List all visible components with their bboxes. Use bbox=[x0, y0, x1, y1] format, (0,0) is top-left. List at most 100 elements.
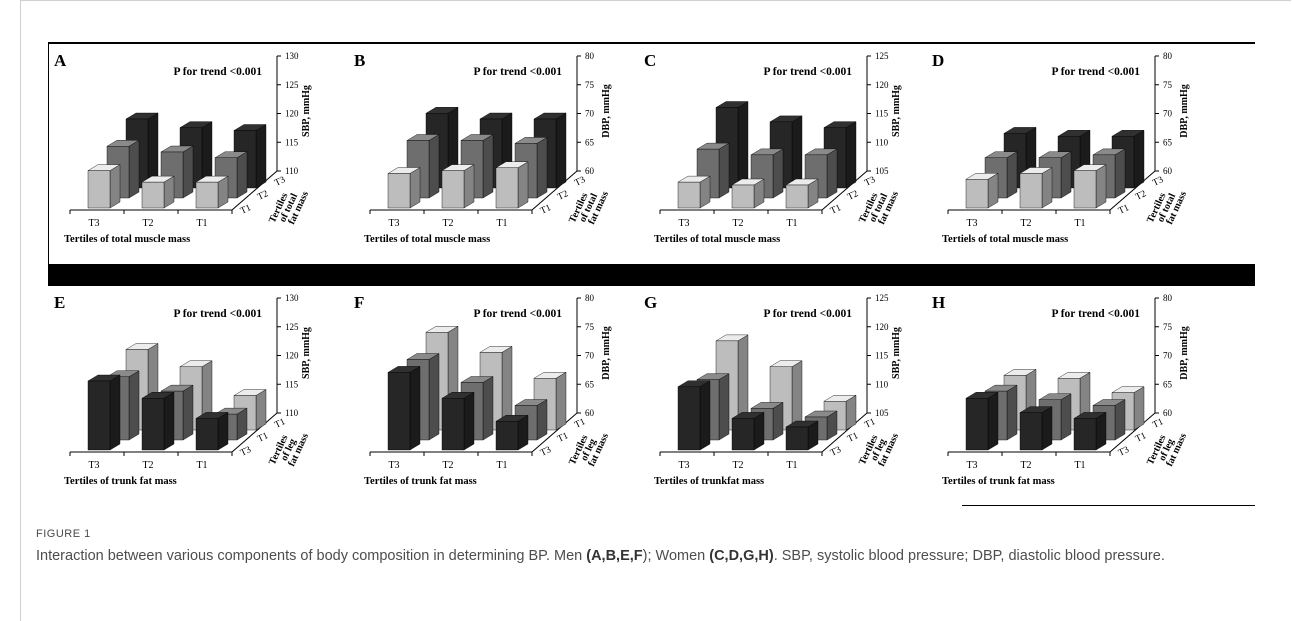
value-tick-label: 105 bbox=[875, 408, 889, 418]
x-tick-label: T1 bbox=[786, 460, 797, 471]
bar-side bbox=[826, 148, 838, 199]
bar-side bbox=[791, 115, 803, 189]
value-axis-label: DBP, mmHg bbox=[1179, 326, 1190, 380]
figure-caption-text: Interaction between various components o… bbox=[36, 546, 1276, 567]
bar-side bbox=[753, 412, 765, 451]
value-tick-label: 70 bbox=[1163, 351, 1173, 361]
bar-side bbox=[428, 134, 440, 199]
x-tick-label: T1 bbox=[196, 460, 207, 471]
x-tick-label: T2 bbox=[142, 218, 153, 229]
bar-side bbox=[737, 101, 749, 189]
value-axis-label: DBP, mmHg bbox=[1179, 84, 1190, 138]
bar-side bbox=[1006, 151, 1018, 199]
figure-label: FIGURE 1 bbox=[36, 528, 91, 540]
bar-front bbox=[731, 184, 755, 209]
value-tick-label: 80 bbox=[1163, 293, 1173, 303]
p-trend-annotation: P for trend <0.001 bbox=[763, 66, 852, 78]
value-tick-label: 60 bbox=[1163, 166, 1173, 176]
value-tick-label: 65 bbox=[585, 137, 595, 147]
depth-tick-label: T3 bbox=[829, 445, 843, 459]
bottom-rule bbox=[962, 505, 1255, 506]
bar-side bbox=[109, 374, 121, 451]
panel-letter: H bbox=[932, 293, 945, 312]
x-tick-label: T3 bbox=[966, 218, 977, 229]
bar-front bbox=[441, 170, 465, 209]
bar-front bbox=[677, 386, 701, 451]
value-tick-label: 105 bbox=[875, 166, 889, 176]
bar-side bbox=[428, 353, 440, 441]
bar-side bbox=[1041, 167, 1053, 209]
bar-front bbox=[1019, 173, 1043, 209]
x-tick-label: T2 bbox=[442, 218, 453, 229]
bar-front bbox=[87, 380, 111, 451]
caption-part: (C,D,G,H) bbox=[709, 548, 774, 564]
bar-front bbox=[1073, 418, 1097, 451]
depth-axis-line bbox=[531, 170, 578, 211]
bar-front bbox=[495, 421, 519, 451]
bar-side bbox=[128, 139, 140, 199]
bar-side bbox=[1095, 412, 1107, 451]
depth-tick-label: T2 bbox=[1134, 189, 1148, 203]
x-tick-label: T2 bbox=[1020, 460, 1031, 471]
bar-side bbox=[987, 391, 999, 451]
x-tick-label: T3 bbox=[388, 218, 399, 229]
bar-side bbox=[1060, 393, 1072, 441]
bar-side bbox=[791, 360, 803, 431]
x-tick-label: T1 bbox=[1074, 460, 1085, 471]
bar-front bbox=[677, 181, 701, 209]
x-tick-label: T1 bbox=[496, 460, 507, 471]
bar-side bbox=[463, 391, 475, 451]
bar-side bbox=[718, 373, 730, 441]
value-tick-label: 65 bbox=[1163, 379, 1173, 389]
caption-part: ); Women bbox=[642, 548, 710, 564]
depth-tick-label: T2 bbox=[556, 189, 570, 203]
bar-side bbox=[409, 167, 421, 209]
value-tick-label: 120 bbox=[285, 351, 299, 361]
chart-panel-H: H P for trend <0.001 60 65 70 75 80 DBP, mmHg T3… bbox=[932, 293, 1190, 487]
value-tick-label: 115 bbox=[875, 109, 889, 119]
depth-tick-label: T1 bbox=[273, 417, 287, 431]
x-tick-label: T3 bbox=[388, 460, 399, 471]
p-trend-annotation: P for trend <0.001 bbox=[763, 308, 852, 320]
value-tick-label: 75 bbox=[1163, 322, 1173, 332]
depth-tick-label: T3 bbox=[573, 175, 587, 189]
bar-side bbox=[1114, 148, 1126, 199]
left-rule bbox=[48, 44, 49, 264]
panel-letter: C bbox=[644, 51, 656, 70]
x-axis-label: Tertiles of total muscle mass bbox=[654, 234, 780, 245]
depth-tick-label: T3 bbox=[239, 445, 253, 459]
panel-letter: F bbox=[354, 293, 364, 312]
value-tick-label: 115 bbox=[875, 351, 889, 361]
panel-separator-band bbox=[48, 264, 1255, 286]
value-tick-label: 120 bbox=[285, 109, 299, 119]
value-tick-label: 60 bbox=[585, 408, 595, 418]
bar-side bbox=[482, 134, 494, 199]
depth-tick-label: T3 bbox=[1151, 175, 1165, 189]
bar-side bbox=[699, 380, 711, 451]
p-trend-annotation: P for trend <0.001 bbox=[473, 66, 562, 78]
bar-front bbox=[1073, 170, 1097, 209]
bar-side bbox=[536, 399, 548, 441]
bar-front bbox=[965, 398, 989, 451]
bar-front bbox=[1019, 412, 1043, 451]
x-tick-label: T2 bbox=[1020, 218, 1031, 229]
x-tick-label: T2 bbox=[142, 460, 153, 471]
x-tick-label: T3 bbox=[678, 460, 689, 471]
value-tick-label: 110 bbox=[285, 408, 299, 418]
depth-axis-line bbox=[821, 412, 868, 453]
depth-tick-label: T1 bbox=[863, 417, 877, 431]
depth-tick-label: T2 bbox=[846, 189, 860, 203]
value-tick-label: 75 bbox=[585, 322, 595, 332]
depth-axis-line bbox=[1109, 412, 1156, 453]
bar-front bbox=[141, 181, 165, 209]
panel-letter: G bbox=[644, 293, 657, 312]
value-tick-label: 65 bbox=[585, 379, 595, 389]
depth-tick-label: T1 bbox=[556, 431, 570, 445]
depth-tick-label: T3 bbox=[273, 175, 287, 189]
value-tick-label: 110 bbox=[285, 166, 299, 176]
bar-front bbox=[141, 398, 165, 451]
figure-frame bbox=[20, 0, 1291, 621]
bar-front bbox=[387, 372, 411, 451]
depth-tick-label: T1 bbox=[239, 203, 253, 217]
value-tick-label: 120 bbox=[875, 80, 889, 90]
